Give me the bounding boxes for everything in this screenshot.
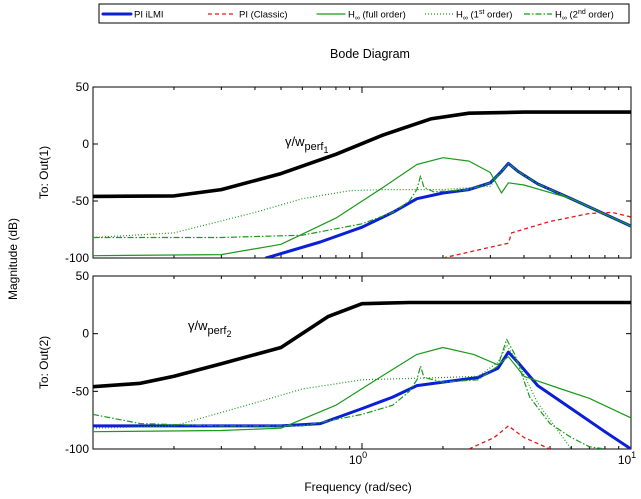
- x-tick-label: 100: [349, 450, 367, 467]
- y-tick-label: -50: [72, 194, 90, 208]
- series-line-hfull: [93, 157, 631, 257]
- series-line-wperf: [93, 300, 631, 389]
- legend-label-hfull: H∞ (full order): [348, 10, 406, 23]
- panel-output-label: To: Out(1): [37, 146, 51, 199]
- series-line-ilmi: [264, 161, 631, 258]
- chart-title: Bode Diagram: [330, 47, 410, 61]
- y-tick-label: -100: [65, 251, 89, 265]
- y-tick-label: 50: [76, 269, 90, 283]
- legend-label-h1: H∞ (1st order): [456, 9, 512, 22]
- series-line-classic: [442, 211, 631, 258]
- x-axis-label: Frequency (rad/sec): [304, 480, 411, 494]
- series-line-h2: [93, 338, 605, 449]
- series-line-h1: [93, 344, 572, 449]
- y-axis-label: Magnitude (dB): [6, 218, 20, 300]
- legend-items: PI iLMI PI (Classic) H∞ (full order) H∞ (1s…: [101, 9, 614, 23]
- wperf-annotation: γ/wperf2: [188, 318, 231, 339]
- series-line-h2: [93, 162, 631, 239]
- legend: PI iLMI PI (Classic) H∞ (full order) H∞ (1s…: [98, 3, 630, 24]
- y-tick-label: 0: [82, 137, 89, 151]
- wperf-annotation: γ/wperf1: [285, 134, 328, 155]
- panel-out-2: -100 -50 0 50 To: Out(2) γ/wperf2: [37, 269, 632, 456]
- legend-label-classic: PI (Classic): [239, 10, 288, 21]
- y-tick-label: 0: [82, 327, 89, 341]
- legend-label-ilmi: PI iLMI: [134, 10, 164, 21]
- x-tick-label: 101: [618, 450, 636, 467]
- series-line-wperf: [93, 110, 631, 199]
- legend-label-h2: H∞ (2nd order): [555, 9, 614, 22]
- series-line-ilmi: [93, 350, 631, 449]
- panel-output-label: To: Out(2): [37, 336, 51, 389]
- series-line-hfull: [93, 346, 631, 433]
- y-tick-label: -100: [65, 442, 89, 456]
- y-tick-label: -50: [72, 384, 90, 398]
- axes-frame: [92, 86, 632, 259]
- y-tick-label: 50: [76, 80, 90, 94]
- x-tick-labels: 100 101: [349, 450, 636, 467]
- legend-frame: [98, 3, 630, 24]
- panel-out-1: -100 -50 0 50 To: Out(1) γ/wperf1: [37, 80, 632, 265]
